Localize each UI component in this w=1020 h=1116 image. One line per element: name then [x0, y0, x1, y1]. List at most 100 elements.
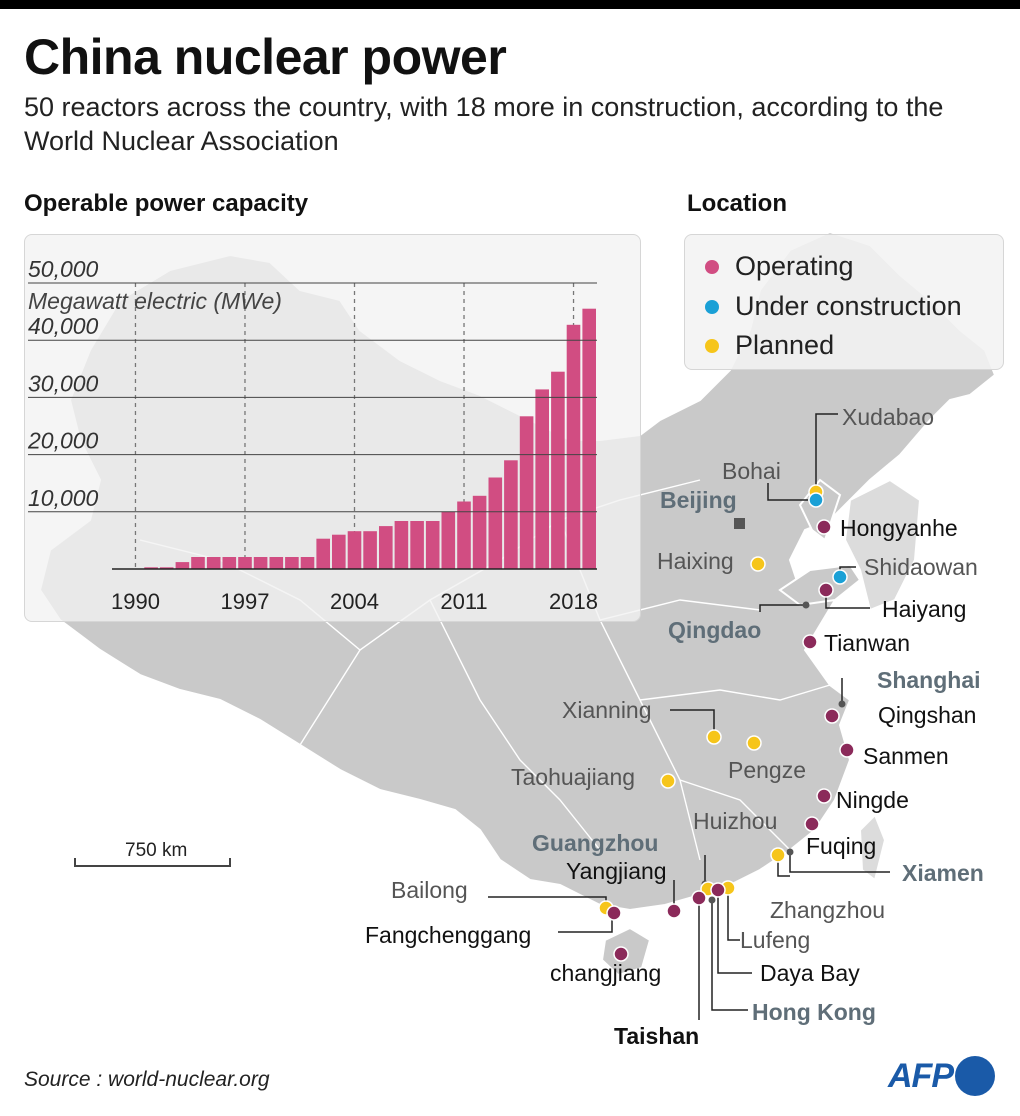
label-qingshan: Qingshan [878, 702, 976, 728]
label-pengze: Pengze [728, 757, 806, 783]
y-tick-label-20000: 20,000 [27, 428, 99, 454]
site-xianning-marker [706, 729, 722, 745]
bar-2009 [425, 521, 440, 569]
bar-2011 [457, 501, 471, 569]
bar-2004 [347, 531, 362, 569]
legend-item-planned: Planned [705, 330, 834, 361]
label-taishan: Taishan [614, 1023, 699, 1049]
x-tick-label-1990: 1990 [111, 589, 160, 614]
site-yangjiang-marker [666, 903, 682, 919]
label-haixing: Haixing [657, 548, 734, 574]
site-markers [598, 484, 855, 962]
bar-2008 [410, 521, 424, 569]
bar-2002 [316, 538, 330, 569]
site-changjiang-marker [613, 946, 629, 962]
legend: Operating Under construction Planned [684, 234, 1004, 370]
city-labels: Beijing Qingdao Shanghai Guangzhou Xiame… [532, 487, 984, 1025]
label-changjiang: changjiang [550, 960, 661, 986]
label-yangjiang: Yangjiang [566, 858, 667, 884]
taiwan-island [858, 813, 887, 882]
site-taohuajiang-marker [660, 773, 676, 789]
y-tick-label-30000: 30,000 [28, 370, 99, 396]
label-bailong: Bailong [391, 877, 468, 903]
label-shidaowan: Shidaowan [864, 554, 978, 580]
beijing-marker [734, 518, 745, 529]
bar-2019 [582, 308, 596, 569]
site-taishan-marker [691, 890, 707, 906]
bar-2013 [488, 477, 503, 569]
leader-bohai [767, 483, 808, 501]
bar-2017 [551, 371, 565, 569]
bar-2000 [285, 557, 299, 569]
site-bohai-marker [808, 492, 824, 508]
bar-1997 [238, 557, 252, 569]
leader-xudabao [815, 413, 838, 492]
y-tick-label-50000: 50,000 [28, 256, 99, 282]
korea-peninsula [843, 478, 922, 612]
leader-xiamen [789, 852, 890, 873]
bar-2014 [504, 460, 518, 569]
site-fuqing-marker [804, 816, 820, 832]
x-tick-label-2011: 2011 [440, 589, 487, 614]
legend-under-construction-label: Under construction [735, 291, 962, 321]
bar-2006 [379, 526, 393, 569]
bar-2003 [332, 534, 346, 569]
bar-2001 [300, 557, 315, 569]
chart-y-ticks: 10,000 20,000 30,000 40,000 50,000 [27, 256, 597, 513]
label-sanmen: Sanmen [863, 743, 949, 769]
leader-hongkong [711, 900, 748, 1011]
x-tick-label-2018: 2018 [549, 589, 598, 614]
chart-y-axis-label: Megawatt electric (MWe) [28, 288, 282, 314]
bar-2010 [441, 511, 456, 569]
y-tick-label-10000: 10,000 [28, 485, 99, 511]
leader-dayabay [717, 890, 752, 974]
bar-2012 [472, 495, 487, 569]
site-labels: Xudabao Bohai Hongyanhe Haixing Shidaowa… [365, 404, 978, 1049]
bar-2005 [363, 531, 377, 569]
legend-item-under-construction: Under construction [705, 291, 962, 322]
label-hongyanhe: Hongyanhe [840, 515, 958, 541]
page-title: China nuclear power [24, 29, 507, 85]
label-tianwan: Tianwan [824, 630, 910, 656]
capacity-chart: 10,000 20,000 30,000 40,000 50,000 1990 1997 2… [27, 256, 598, 614]
site-haixing-marker [750, 556, 766, 572]
afp-logo-text: AFP [888, 1056, 954, 1095]
bar-1991 [144, 567, 158, 569]
site-tianwan-marker [802, 634, 818, 650]
hongkong-marker [708, 896, 716, 904]
label-shanghai: Shanghai [877, 667, 981, 693]
bar-1994 [191, 557, 205, 569]
map-heading: Location [687, 190, 787, 217]
bar-2007 [394, 521, 409, 569]
scale-bar [74, 858, 231, 867]
x-tick-label-1997: 1997 [221, 589, 270, 614]
label-ningde: Ningde [836, 787, 909, 813]
label-beijing: Beijing [660, 487, 737, 513]
bar-2016 [535, 389, 549, 569]
site-sanmen-marker [839, 742, 855, 758]
xiamen-marker [786, 848, 794, 856]
label-haiyang: Haiyang [882, 596, 966, 622]
label-taohuajiang: Taohuajiang [511, 764, 635, 790]
bar-2018 [566, 324, 581, 569]
label-huizhou: Huizhou [693, 808, 777, 834]
scale-label: 750 km [125, 840, 188, 861]
label-qingdao: Qingdao [668, 617, 761, 643]
site-dayabay-marker [710, 882, 726, 898]
operating-dot-icon [705, 259, 719, 274]
label-xiamen: Xiamen [902, 860, 984, 886]
site-shidaowan-marker [832, 569, 848, 585]
site-qingshan-marker [824, 708, 840, 724]
source-note: Source : world-nuclear.org [24, 1068, 270, 1091]
legend-item-operating: Operating [705, 251, 854, 282]
label-zhangzhou: Zhangzhou [770, 897, 885, 923]
site-zhangzhou-marker [770, 847, 786, 863]
label-fangchenggang: Fangchenggang [365, 922, 531, 948]
afp-logo: AFP [888, 1056, 995, 1096]
bar-1998 [253, 557, 268, 569]
leader-xianning [670, 709, 715, 736]
leader-qingdao [759, 604, 806, 612]
label-lufeng: Lufeng [740, 927, 810, 953]
page-subtitle: 50 reactors across the country, with 18 … [24, 92, 944, 156]
label-hongkong: Hong Kong [752, 999, 876, 1025]
